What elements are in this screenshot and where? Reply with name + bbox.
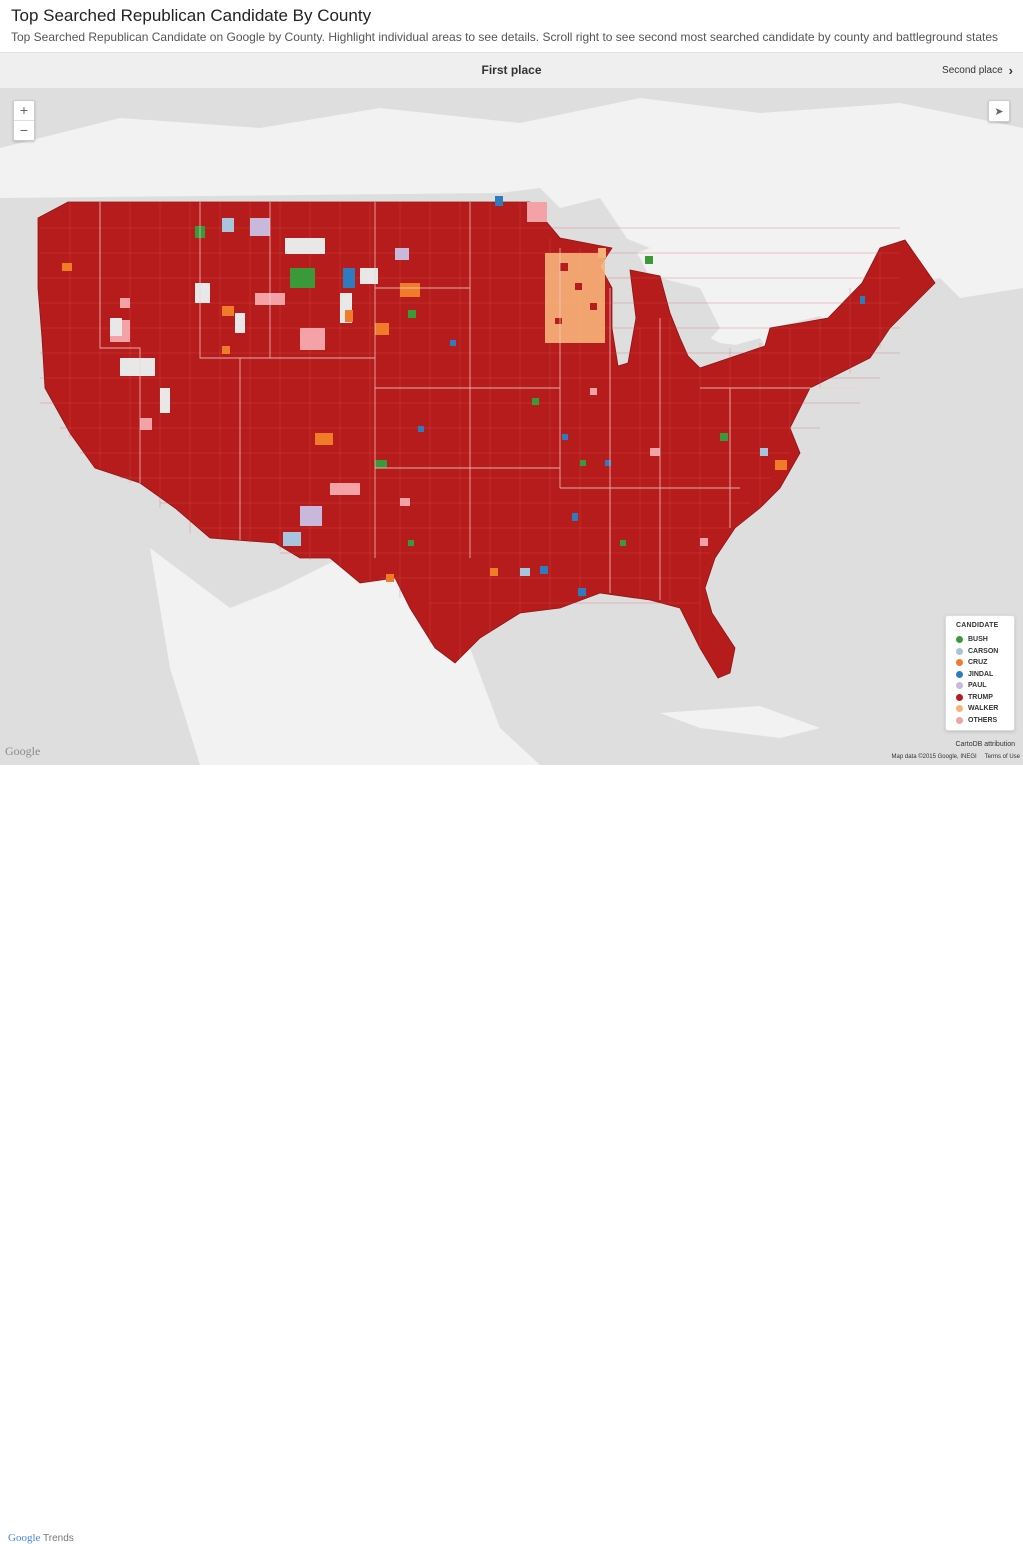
header: Top Searched Republican Candidate By Cou… [0,0,1023,52]
google-logo[interactable]: Google [5,744,41,758]
legend-label: OTHERS [968,716,998,724]
cuba-land [660,706,820,738]
legend-item-others: OTHERS [956,715,1014,727]
map-attribution: Map data ©2015 Google, INEGI Terms of Us… [892,754,1020,760]
legend-swatch [956,682,963,690]
carto-attribution[interactable]: CartoDB attribution [955,741,1015,748]
map-data-text: Map data ©2015 Google, INEGI [891,754,977,760]
legend-item-paul: PAUL [956,680,1014,692]
lake-huron [660,278,720,350]
map-canvas[interactable] [0,88,1023,765]
legend-swatch [956,705,963,713]
google-trends-brand[interactable]: Google Trends [8,1532,74,1544]
zoom-out-button[interactable]: − [14,120,34,140]
legend-item-bush: BUSH [956,634,1014,646]
candidate-counties [62,196,865,596]
footer: Google Trends [0,765,1023,1544]
legend-label: TRUMP [968,693,993,701]
us-territory[interactable] [37,201,936,679]
legend-swatch [956,659,963,667]
next-slide-button[interactable]: Second place › [942,63,1013,78]
legend-label: CARSON [968,647,999,655]
zoom-control: + − [13,100,35,141]
state-borders [99,202,860,600]
legend-swatch [956,693,963,701]
legend-item-walker: WALKER [956,703,1014,715]
page-subtitle: Top Searched Republican Candidate on Goo… [11,30,999,44]
zoom-in-button[interactable]: + [19,102,29,118]
chevron-right-icon: › [1008,63,1013,78]
legend-item-trump: TRUMP [956,692,1014,704]
map-svg [0,98,1023,765]
slide-nav: First place Second place › [0,52,1023,89]
legend-label: CRUZ [968,659,988,667]
mexico-land [150,548,540,765]
next-slide-label: Second place [942,65,1003,76]
current-slide-title: First place [481,63,542,77]
legend-items: BUSH CARSON CRUZ JINDAL PAUL TRUMP WALKER OTHER… [956,634,1014,726]
google-wordmark: Google [8,1532,41,1544]
legend-swatch [956,716,963,724]
canada-land [0,98,1023,348]
locate-button[interactable]: ➤ [988,100,1010,122]
legend-title: CANDIDATE [956,622,999,629]
trends-wordmark: Trends [43,1533,74,1544]
legend-swatch [956,647,963,655]
legend-item-cruz: CRUZ [956,657,1014,669]
legend-item-carson: CARSON [956,646,1014,658]
legend-label: BUSH [968,636,988,644]
legend-label: WALKER [968,705,999,713]
legend-item-jindal: JINDAL [956,669,1014,681]
legend-label: PAUL [968,682,987,690]
navigation-arrow-icon: ➤ [994,105,1004,118]
lake-michigan [612,268,636,366]
legend-label: JINDAL [968,670,994,678]
map-legend: CANDIDATE BUSH CARSON CRUZ JINDAL PAUL TRUMP W… [945,615,1015,731]
terms-of-use-link[interactable]: Terms of Use [984,754,1020,760]
legend-swatch [956,670,963,678]
page-title: Top Searched Republican Candidate By Cou… [11,6,372,25]
legend-swatch [956,636,963,644]
